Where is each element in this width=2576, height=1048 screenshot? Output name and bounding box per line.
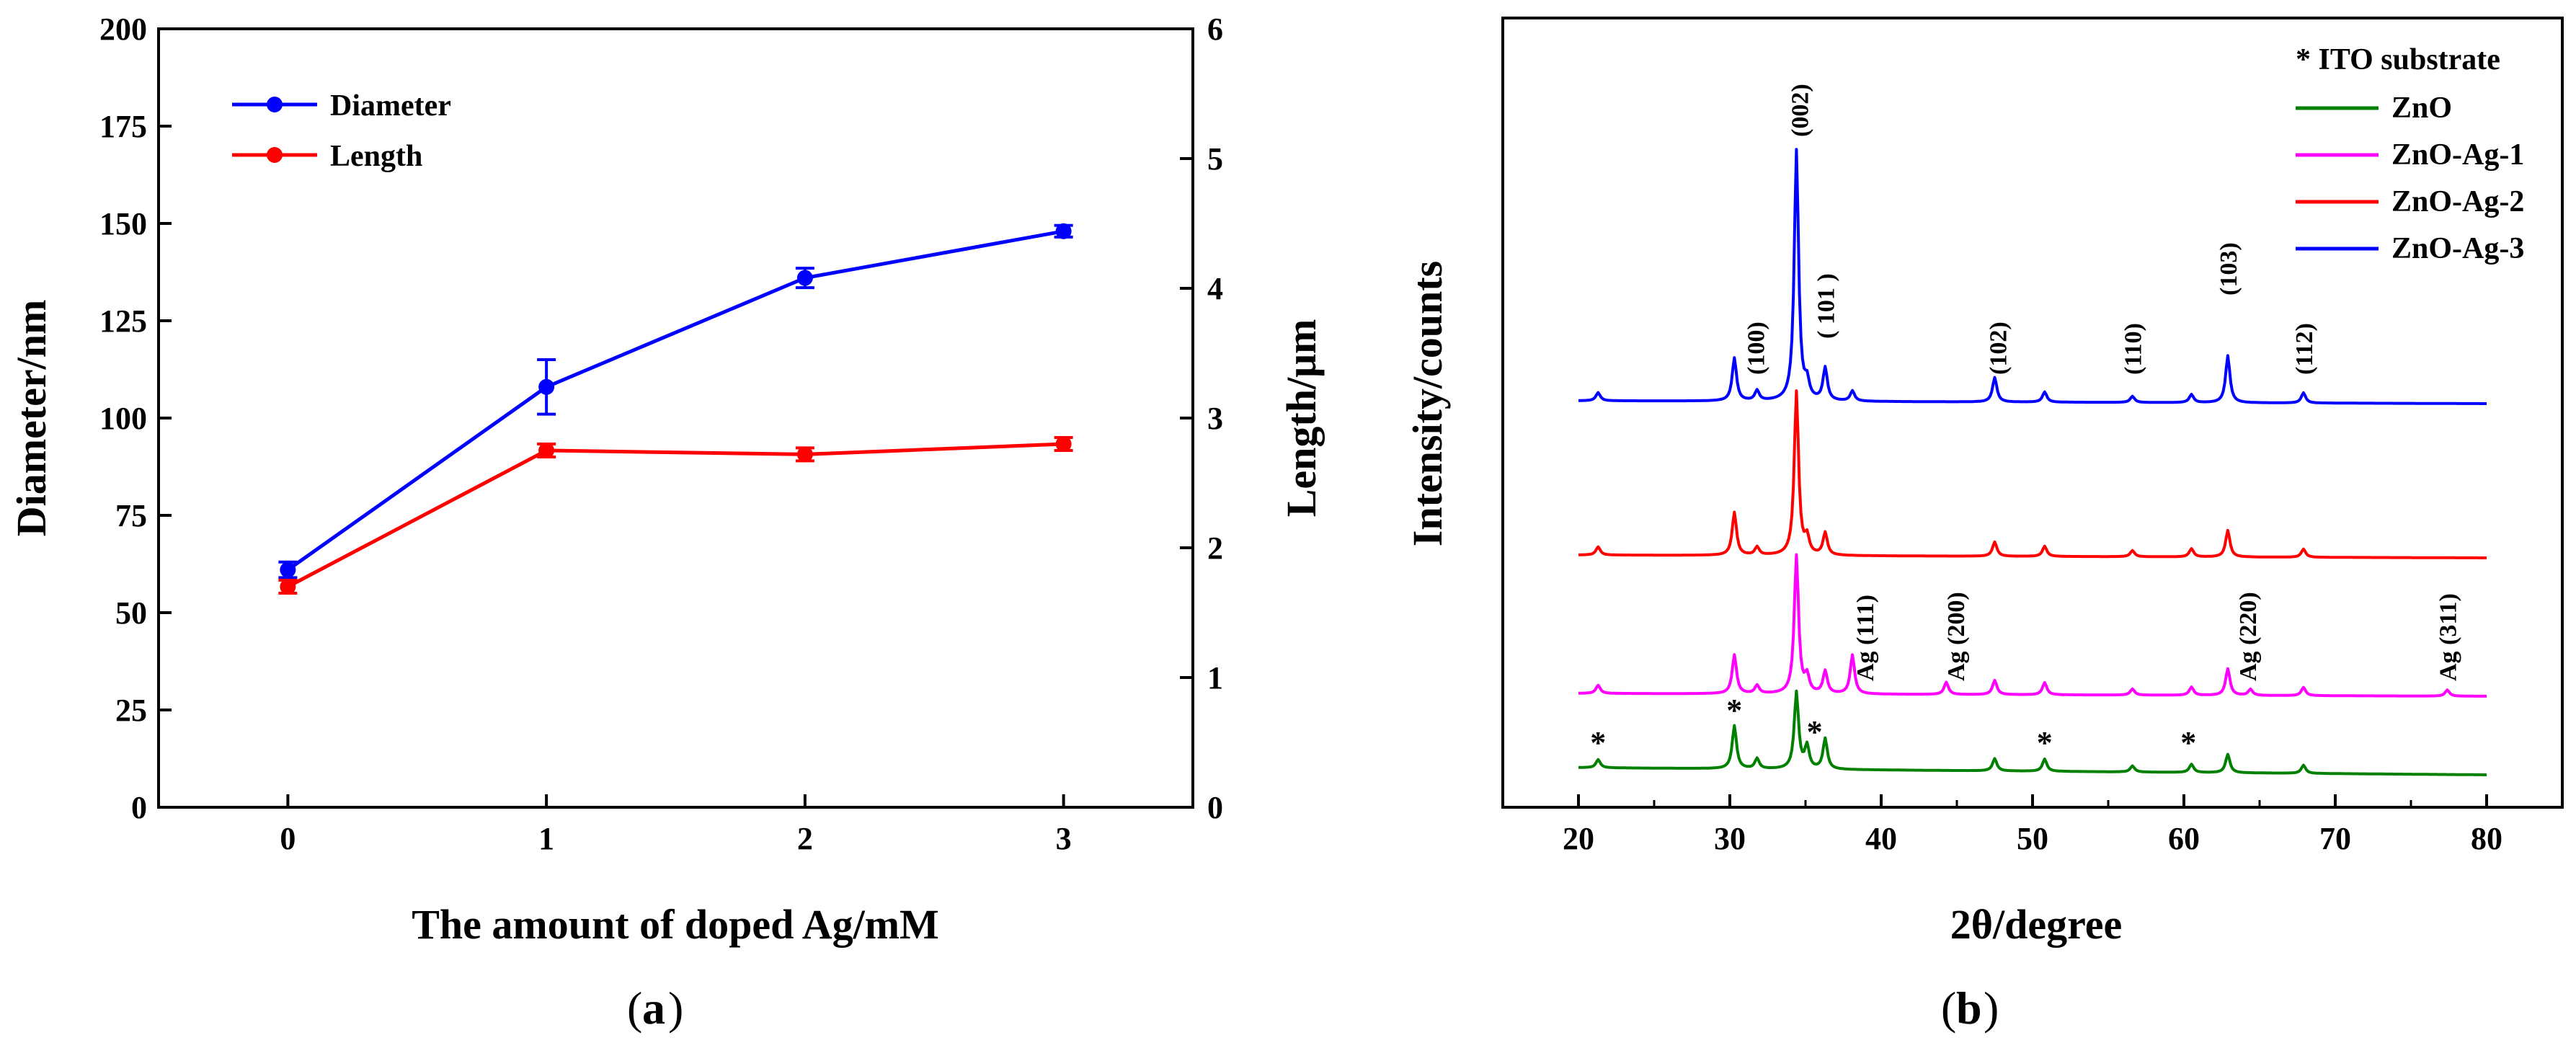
legend-length-marker <box>267 147 283 163</box>
y-tick-label: 125 <box>99 303 147 339</box>
legend-diameter-marker <box>267 97 283 112</box>
x-tick-label: 40 <box>1865 821 1897 856</box>
panel-b-caption-letter: b <box>1956 982 1982 1034</box>
svg-text:): ) <box>1984 982 1999 1034</box>
panel-a-y2-axis-title: Length/μm <box>1278 319 1325 518</box>
peak-label-102: (102) <box>1986 321 2012 375</box>
y2-tick-label: 2 <box>1207 530 1223 566</box>
y2-tick-label: 6 <box>1207 12 1223 47</box>
peak-label-110: (110) <box>2120 323 2147 375</box>
panel-a-y-axis-title: Diameter/nm <box>8 300 55 537</box>
peak-label-002: (002) <box>1787 84 1814 137</box>
series-line-length <box>287 442 1064 589</box>
panel-b-axes: 20 30 40 50 60 70 80 <box>1563 794 2502 856</box>
y-tick-label: 25 <box>115 693 147 728</box>
panel-a-marks <box>278 223 1073 595</box>
x-tick-label: 50 <box>2017 821 2048 856</box>
legend-zno-ag-2-label: ZnO-Ag-2 <box>2391 185 2524 218</box>
panel-a-caption-letter: a <box>642 982 665 1034</box>
y2-tick-label: 0 <box>1207 790 1223 825</box>
y-tick-label: 200 <box>99 12 147 47</box>
ag-peak-label-ag-200: Ag (200) <box>1943 592 1970 681</box>
x-tick-label: 0 <box>280 821 296 856</box>
x-tick-label: 1 <box>538 821 554 856</box>
data-point-length <box>538 443 555 458</box>
peak-label-101: ( 101 ) <box>1813 273 1839 339</box>
panel-a-plot-frame <box>157 27 1194 809</box>
ito-substrate-mark: * <box>1726 693 1742 728</box>
panel-b-caption: ( b ) <box>1941 982 1999 1034</box>
data-point-diameter <box>1055 223 1072 239</box>
x-tick-label: 60 <box>2168 821 2200 856</box>
peak-label-100: (100) <box>1744 321 1770 375</box>
series-line-diameter <box>286 229 1065 572</box>
peak-label-103: (103) <box>2216 242 2242 296</box>
y2-tick-label: 5 <box>1207 141 1223 177</box>
data-point-diameter <box>538 378 555 395</box>
data-point-length <box>1055 436 1072 452</box>
y-tick-label: 50 <box>115 595 147 631</box>
svg-text:): ) <box>668 982 683 1034</box>
panel-a-caption: ( a ) <box>627 982 683 1034</box>
svg-text:(: ( <box>1941 982 1956 1034</box>
xrd-pattern-zno <box>1578 689 2487 776</box>
ito-substrate-mark: * <box>1807 714 1823 750</box>
data-point-diameter <box>280 561 296 578</box>
ag-peak-label-ag-111: Ag (111) <box>1852 595 1879 681</box>
y-tick-label: 150 <box>99 206 147 241</box>
legend-zno-label: ZnO <box>2391 92 2452 125</box>
panel-b-y-axis-title: Intensity/counts <box>1404 261 1451 546</box>
legend-zno-ag-1-label: ZnO-Ag-1 <box>2391 138 2524 172</box>
ito-substrate-mark: * <box>1590 725 1606 760</box>
ag-peak-label-ag-311: Ag (311) <box>2435 593 2461 681</box>
data-point-length <box>280 579 296 595</box>
y2-tick-label: 4 <box>1207 271 1223 306</box>
x-tick-label: 2 <box>797 821 813 856</box>
panel-b-legend: * ITO substrate ZnO ZnO-Ag-1 ZnO-Ag-2 Zn… <box>2296 43 2524 265</box>
svg-text:(: ( <box>627 982 642 1034</box>
ag-peak-label-ag-220: Ag (220) <box>2235 592 2262 681</box>
panel-a-axes: 0 1 2 3 0 25 50 75 100 125 150 175 200 0 1 2 3 4 5 6 <box>99 12 1223 856</box>
legend-zno-ag-3-label: ZnO-Ag-3 <box>2391 232 2524 265</box>
x-tick-label: 20 <box>1563 821 1594 856</box>
peak-label-112: (112) <box>2291 323 2318 375</box>
y-tick-label: 175 <box>99 109 147 144</box>
legend-diameter-label: Diameter <box>330 89 451 123</box>
ito-substrate-mark: * <box>2180 725 2196 760</box>
x-tick-label: 70 <box>2319 821 2351 856</box>
xrd-pattern-zno-ag-2 <box>1578 389 2487 559</box>
data-point-length <box>796 446 813 463</box>
y-tick-label: 75 <box>115 498 147 533</box>
legend-ito-substrate-note: * ITO substrate <box>2296 43 2500 76</box>
panel-b-plot-frame <box>1501 17 2564 809</box>
xrd-pattern-zno-ag-1 <box>1578 553 2487 698</box>
y-tick-label: 0 <box>131 790 147 825</box>
y2-tick-label: 1 <box>1207 660 1223 696</box>
ito-substrate-mark: * <box>2037 725 2053 760</box>
xrd-pattern-zno-ag-3 <box>1578 148 2487 405</box>
legend-length-label: Length <box>330 140 422 173</box>
data-point-diameter <box>796 270 813 286</box>
x-tick-label: 3 <box>1056 821 1072 856</box>
y2-tick-label: 3 <box>1207 401 1223 436</box>
panel-b-marks: (100) (002) ( 101 ) (102) (110) (103) (112) Ag … <box>1578 84 2487 776</box>
panel-a-legend: Diameter Length <box>232 89 451 173</box>
x-tick-label: 30 <box>1714 821 1746 856</box>
panel-b-x-axis-title: 2θ/degree <box>1950 901 2123 948</box>
y-tick-label: 100 <box>99 401 147 436</box>
x-tick-label: 80 <box>2471 821 2502 856</box>
panel-a-x-axis-title: The amount of doped Ag/mM <box>412 901 939 948</box>
